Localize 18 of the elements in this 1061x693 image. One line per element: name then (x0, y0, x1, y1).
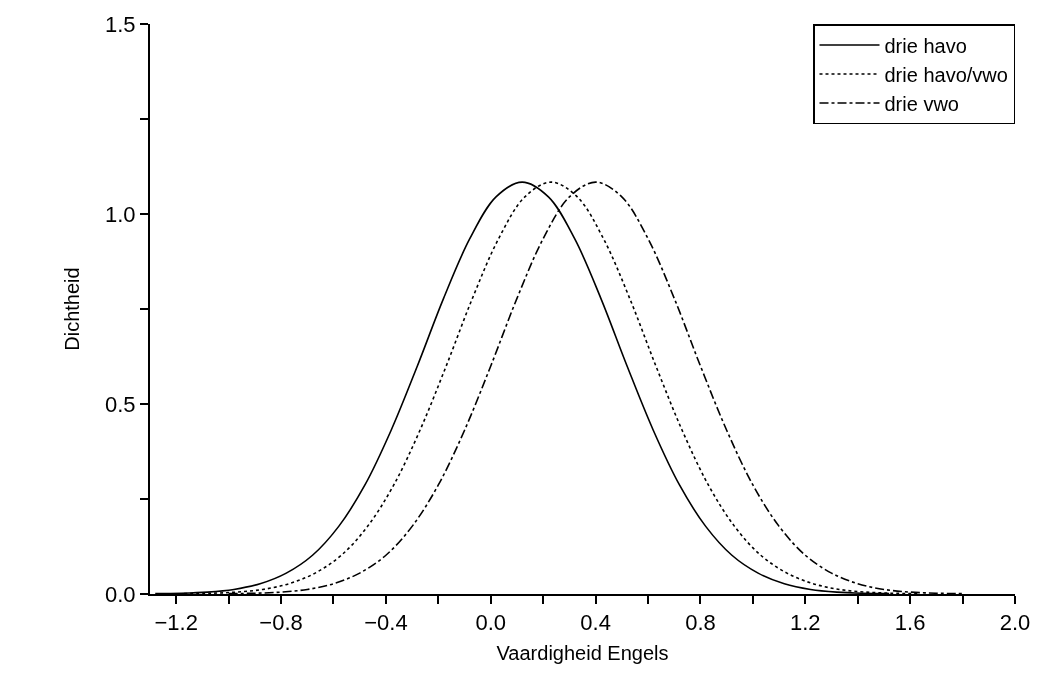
x-tick-label: 0.4 (580, 610, 611, 636)
x-tick-label: −0.4 (364, 610, 408, 636)
legend-label: drie vwo (884, 92, 959, 115)
legend-label: drie havo (884, 34, 967, 57)
x-tick-label: 0.8 (685, 610, 716, 636)
legend-label: drie havo/vwo (884, 63, 1008, 86)
x-axis-title: Vaardigheid Engels (496, 642, 669, 665)
y-axis-title: Dichtheid (61, 267, 84, 351)
x-tick-label: 1.2 (790, 610, 821, 636)
y-tick-label: 1.5 (105, 11, 136, 37)
x-tick-label: 1.6 (894, 610, 926, 636)
x-tick-label: 0.0 (475, 610, 507, 636)
x-tick-label: −0.8 (259, 610, 303, 636)
y-tick-label: 1.0 (105, 201, 136, 227)
y-tick-label: 0.0 (105, 581, 136, 607)
x-tick-label: −1.2 (154, 610, 198, 636)
x-tick-label: 2.0 (999, 610, 1031, 636)
y-tick-label: 0.5 (105, 391, 136, 417)
